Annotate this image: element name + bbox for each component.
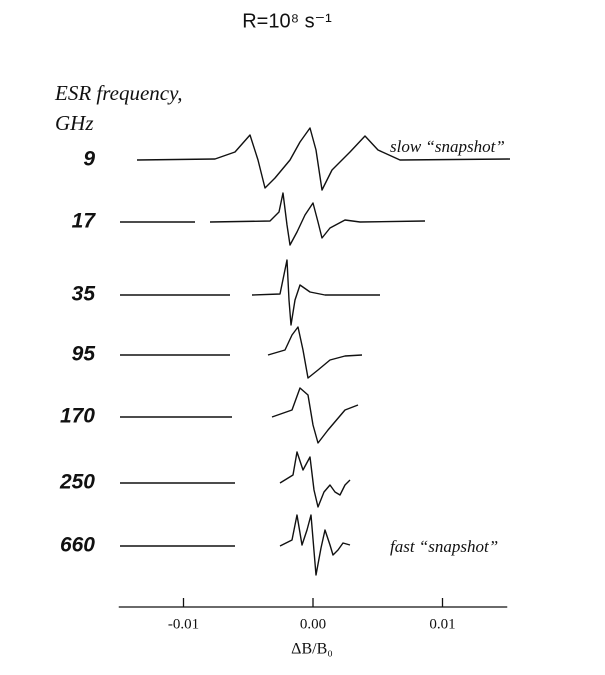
- frequency-label: 9: [83, 148, 95, 171]
- trace: [251, 259, 380, 326]
- y-label: GHz: [55, 111, 94, 135]
- frequency-label: 35: [72, 283, 96, 306]
- x-label: ΔB/B₀: [291, 641, 333, 658]
- frequency-label: 170: [60, 405, 95, 428]
- trace: [136, 127, 511, 191]
- trace: [209, 192, 426, 246]
- frequency-label: 17: [72, 210, 97, 233]
- trace: [271, 387, 359, 444]
- frequency-label: 660: [60, 534, 95, 557]
- x-tick-label: 0.01: [429, 616, 455, 632]
- chart-title: R=10⁸ s⁻¹: [242, 10, 332, 32]
- frequency-label: 95: [72, 343, 96, 366]
- x-tick-label: 0.00: [300, 616, 326, 632]
- y-label: ESR frequency,: [54, 81, 183, 105]
- trace: [279, 514, 351, 576]
- frequency-label: 250: [59, 471, 95, 494]
- trace: [267, 326, 363, 379]
- trace: [279, 451, 351, 508]
- x-tick-label: -0.01: [168, 616, 199, 632]
- annotation: fast “snapshot”: [390, 537, 498, 556]
- traces: [120, 127, 511, 576]
- annotation: slow “snapshot”: [390, 137, 505, 156]
